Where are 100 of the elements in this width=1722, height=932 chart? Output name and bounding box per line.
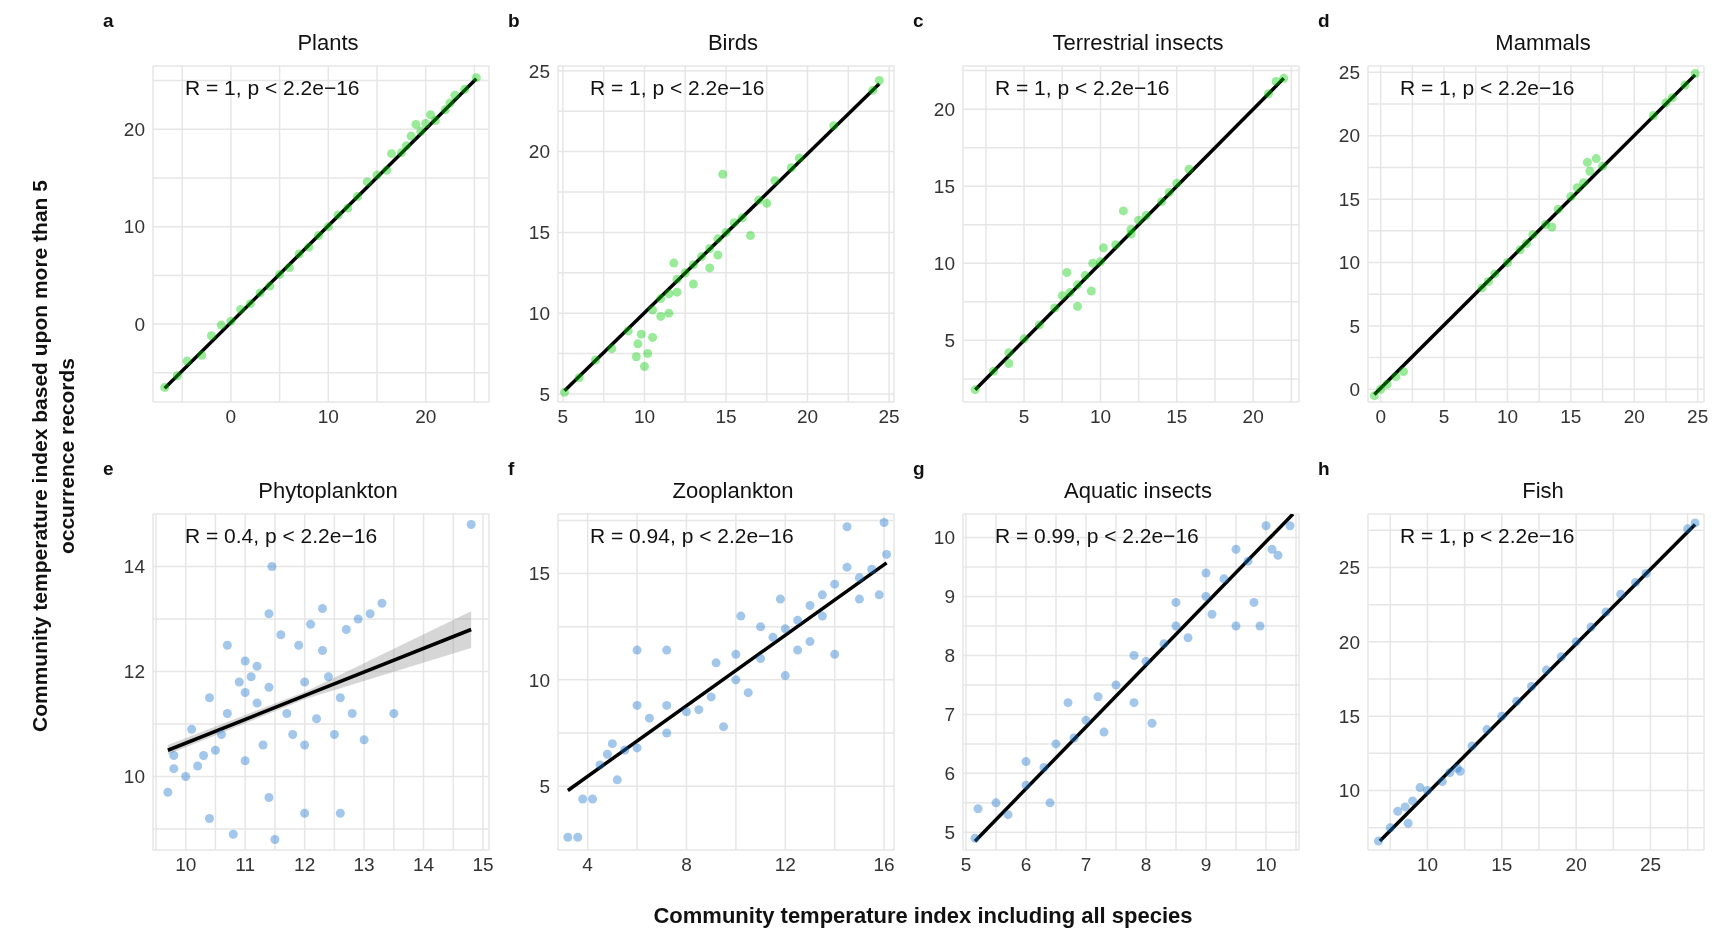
- point: [406, 131, 416, 141]
- y-tick-label: 15: [1338, 188, 1360, 210]
- point: [775, 594, 785, 604]
- point: [1502, 258, 1512, 268]
- point: [1231, 544, 1241, 554]
- annotation: R = 1, p < 2.2e−16: [1400, 524, 1575, 548]
- point: [563, 832, 573, 842]
- point: [245, 299, 255, 309]
- point: [662, 728, 672, 738]
- point: [656, 311, 666, 321]
- point: [595, 760, 605, 770]
- y-tick-label: 15: [933, 175, 955, 197]
- point: [1408, 796, 1418, 806]
- point: [1255, 621, 1265, 631]
- point: [817, 611, 827, 621]
- point: [264, 609, 274, 619]
- point: [719, 722, 729, 732]
- point: [1376, 384, 1386, 394]
- point: [282, 709, 292, 718]
- point: [1285, 521, 1295, 531]
- x-tick-label: 14: [413, 854, 435, 876]
- y-tick-label: 5: [944, 822, 955, 844]
- point: [1021, 757, 1031, 767]
- point: [267, 562, 277, 571]
- point: [335, 693, 345, 703]
- x-tick-label: 20: [1565, 854, 1587, 876]
- point: [623, 326, 633, 336]
- point: [1231, 621, 1241, 631]
- point: [1512, 696, 1522, 706]
- point: [560, 387, 570, 397]
- point: [1572, 183, 1582, 193]
- point: [867, 564, 877, 574]
- point: [416, 126, 426, 136]
- point: [620, 745, 630, 755]
- y-tick-label: 7: [944, 704, 955, 726]
- point: [206, 331, 216, 341]
- point: [1263, 89, 1273, 99]
- y-tick-label: 20: [528, 141, 550, 163]
- point: [1382, 379, 1392, 389]
- point: [1683, 524, 1693, 534]
- point: [1490, 269, 1500, 279]
- x-tick-label: 15: [1166, 406, 1188, 428]
- point: [252, 698, 262, 708]
- point: [353, 192, 363, 201]
- point: [989, 366, 999, 376]
- point: [294, 640, 304, 650]
- point: [680, 268, 690, 278]
- point: [1069, 733, 1079, 743]
- point: [181, 772, 191, 781]
- point: [1553, 204, 1563, 214]
- point: [430, 116, 440, 126]
- point: [264, 682, 274, 692]
- point: [1111, 240, 1121, 250]
- point: [317, 646, 327, 655]
- point: [411, 119, 421, 129]
- point: [199, 751, 209, 760]
- point: [1631, 577, 1641, 587]
- point: [252, 661, 262, 671]
- point: [365, 609, 375, 619]
- point: [1422, 786, 1432, 796]
- point: [1003, 810, 1013, 820]
- x-tick-label: 25: [1687, 406, 1709, 428]
- point: [639, 361, 649, 371]
- point: [1556, 652, 1566, 662]
- point: [1616, 589, 1626, 599]
- point: [312, 714, 322, 724]
- point: [401, 141, 411, 151]
- point: [1690, 69, 1700, 79]
- point: [1126, 229, 1136, 239]
- x-tick-label: 10: [1416, 854, 1439, 876]
- point: [1093, 692, 1103, 702]
- x-tick-label: 15: [472, 854, 494, 876]
- y-tick-label: 0: [1349, 379, 1360, 401]
- point: [1571, 637, 1581, 647]
- point: [1641, 568, 1651, 578]
- point: [169, 751, 179, 760]
- point: [1164, 187, 1174, 197]
- point: [1267, 544, 1277, 554]
- point: [396, 148, 406, 158]
- point: [768, 632, 778, 642]
- point: [1021, 780, 1031, 790]
- point: [786, 163, 796, 173]
- point: [264, 793, 274, 802]
- annotation: R = 0.4, p < 2.2e−16: [185, 524, 378, 548]
- point: [1541, 665, 1551, 675]
- point: [854, 594, 864, 604]
- point: [193, 761, 203, 771]
- point: [1667, 93, 1677, 103]
- point: [1661, 98, 1671, 108]
- point: [205, 693, 214, 703]
- point: [1057, 291, 1067, 301]
- point: [780, 671, 790, 681]
- point: [426, 110, 436, 120]
- point: [1483, 277, 1493, 287]
- point: [578, 794, 588, 804]
- y-tick-label: 10: [123, 766, 145, 788]
- point: [1680, 80, 1690, 90]
- y-tick-label: 8: [944, 645, 955, 667]
- point: [1004, 358, 1014, 368]
- point: [1586, 622, 1596, 632]
